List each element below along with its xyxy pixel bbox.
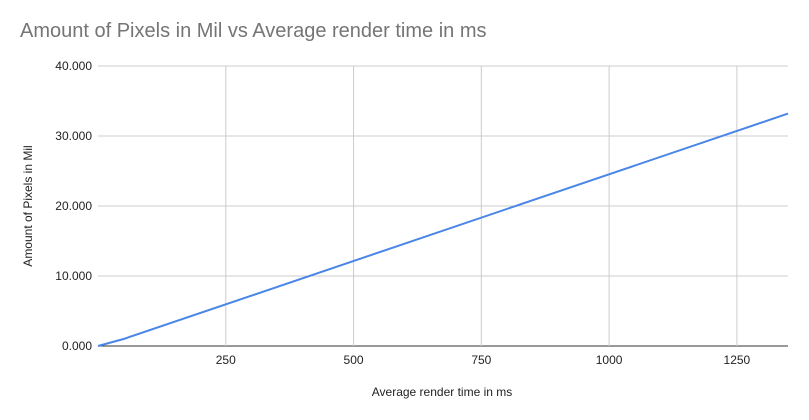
x-tick-label: 250 — [216, 353, 236, 367]
y-axis-title: Amount of Pixels in Mil — [21, 145, 35, 266]
y-tick-label: 30.000 — [55, 129, 92, 143]
x-axis-ticks: 250 500 750 1000 1250 — [216, 353, 751, 367]
chart-title: Amount of Pixels in Mil vs Average rende… — [20, 20, 487, 42]
y-axis-ticks: 0.000 10.000 20.000 30.000 40.000 — [55, 59, 92, 353]
series-layer — [97, 112, 789, 347]
series-line — [97, 112, 789, 347]
y-tick-label: 40.000 — [55, 59, 92, 73]
y-tick-label: 20.000 — [55, 199, 92, 213]
x-tick-label: 500 — [344, 353, 364, 367]
y-tick-label: 0.000 — [62, 339, 92, 353]
gridlines — [98, 65, 788, 347]
x-axis-title: Average render time in ms — [372, 385, 513, 399]
x-tick-label: 1250 — [724, 353, 751, 367]
x-tick-label: 1000 — [596, 353, 623, 367]
y-tick-label: 10.000 — [55, 269, 92, 283]
x-tick-label: 750 — [471, 353, 491, 367]
